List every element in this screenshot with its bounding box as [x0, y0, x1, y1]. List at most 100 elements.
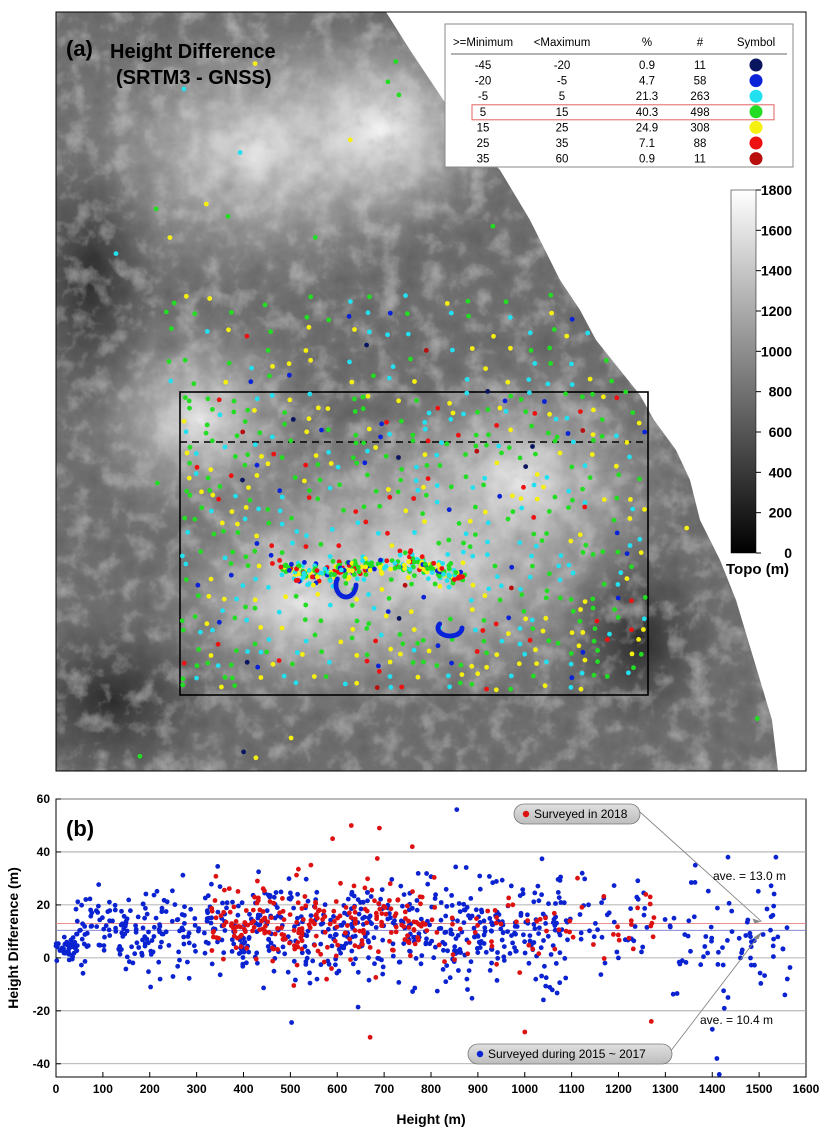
- scatter-point-2018: [253, 956, 259, 962]
- scatter-point-2018: [493, 920, 499, 926]
- station-point: [242, 516, 248, 522]
- station-point: [413, 478, 419, 484]
- station-point: [349, 635, 355, 641]
- scatter-point-2015-2017: [593, 921, 598, 926]
- scatter-point-2015-2017: [107, 933, 113, 938]
- station-point: [354, 576, 360, 582]
- station-point: [185, 529, 191, 535]
- scatter-point-2015-2017: [553, 901, 558, 906]
- scatter-point-2015-2017: [345, 896, 351, 902]
- scatter-point-2018: [291, 983, 297, 988]
- legend-cell-max: 35: [556, 138, 569, 150]
- legend-cell-min: 35: [477, 154, 490, 166]
- scatter-point-2018: [383, 911, 389, 917]
- scatter-point-2015-2017: [299, 950, 305, 956]
- scatter-point-2015-2017: [611, 919, 617, 925]
- scatter-point-2015-2017: [634, 894, 640, 900]
- station-point: [615, 549, 621, 555]
- station-point: [469, 607, 475, 612]
- scatter-point-2018: [270, 958, 276, 964]
- scatter-point-2015-2017: [265, 944, 271, 949]
- station-point: [510, 509, 516, 515]
- scatter-point-2018: [434, 930, 440, 935]
- legend-cell-min: -5: [478, 91, 488, 103]
- station-point: [508, 686, 514, 692]
- station-point: [521, 484, 526, 490]
- station-point: [446, 507, 452, 513]
- scatter-point-2018: [475, 923, 480, 928]
- scatter-point-2015-2017: [95, 910, 101, 915]
- station-point: [397, 548, 403, 554]
- scatter-point-2018: [275, 947, 280, 952]
- legend-cell-count: 263: [690, 91, 709, 103]
- scatter-point-2015-2017: [532, 926, 538, 932]
- scatter-point-2015-2017: [698, 962, 704, 968]
- scatter-point-2015-2017: [192, 923, 198, 928]
- scatter-point-2018: [345, 923, 350, 928]
- station-point: [231, 409, 237, 415]
- scatter-point-2018: [537, 916, 543, 922]
- scatter-point-2018: [450, 921, 455, 927]
- scatter-point-2015-2017: [61, 934, 67, 940]
- scatter-point-2015-2017: [182, 912, 187, 918]
- station-point: [492, 563, 498, 569]
- scatter-point-2015-2017: [289, 1020, 294, 1025]
- station-point: [642, 595, 648, 600]
- scatter-point-2015-2017: [771, 936, 776, 942]
- station-point: [383, 453, 389, 459]
- scatter-point-2018: [505, 903, 511, 908]
- scatter-point-2018: [450, 952, 456, 958]
- scatter-point-2015-2017: [702, 944, 708, 949]
- scatter-point-2018: [257, 927, 263, 933]
- station-point: [419, 554, 425, 560]
- station-point: [269, 393, 275, 398]
- legend-symbol: [749, 120, 763, 134]
- scatter-point-2015-2017: [701, 954, 706, 960]
- station-point: [570, 608, 576, 614]
- station-point: [327, 578, 333, 583]
- station-point: [432, 581, 438, 587]
- scatter-point-2015-2017: [318, 962, 324, 968]
- station-point: [193, 471, 199, 476]
- station-point: [341, 507, 346, 513]
- station-point: [555, 640, 561, 646]
- station-point: [548, 361, 553, 366]
- station-point: [183, 429, 189, 435]
- scatter-point-2018: [377, 906, 383, 912]
- callout-arrow-2018: [639, 811, 762, 922]
- scatter-point-2015-2017: [412, 985, 418, 991]
- scatter-point-2015-2017: [468, 896, 474, 901]
- scatter-point-2018: [591, 942, 596, 947]
- station-point: [578, 409, 583, 414]
- scatter-point-2015-2017: [466, 968, 472, 973]
- scatter-point-2018: [393, 924, 399, 930]
- scatter-point-2018: [249, 920, 255, 926]
- scatter-point-2015-2017: [148, 952, 154, 957]
- x-tick-label: 800: [421, 1082, 441, 1096]
- scatter-point-2018: [402, 937, 408, 942]
- station-point: [349, 379, 355, 385]
- scatter-point-2015-2017: [144, 911, 150, 917]
- station-point: [326, 449, 331, 455]
- station-point: [590, 391, 595, 397]
- scatter-point-2015-2017: [461, 907, 467, 913]
- scatter-point-2015-2017: [749, 939, 754, 945]
- scatter-point-2018: [629, 922, 634, 927]
- station-point: [387, 431, 392, 437]
- station-point: [216, 619, 222, 625]
- station-point: [230, 549, 236, 555]
- station-point: [473, 504, 478, 510]
- station-point: [364, 652, 370, 658]
- scatter-point-2015-2017: [662, 917, 668, 922]
- station-point: [265, 348, 271, 353]
- station-point: [376, 669, 382, 674]
- station-point: [474, 448, 480, 454]
- scatter-point-2015-2017: [182, 904, 187, 910]
- scatter-point-2015-2017: [414, 907, 420, 913]
- scatter-point-2015-2017: [755, 888, 761, 894]
- scatter-point-2015-2017: [83, 897, 89, 902]
- station-point: [425, 476, 431, 481]
- station-point: [258, 675, 264, 680]
- scatter-point-2015-2017: [102, 934, 107, 940]
- station-point: [460, 560, 466, 566]
